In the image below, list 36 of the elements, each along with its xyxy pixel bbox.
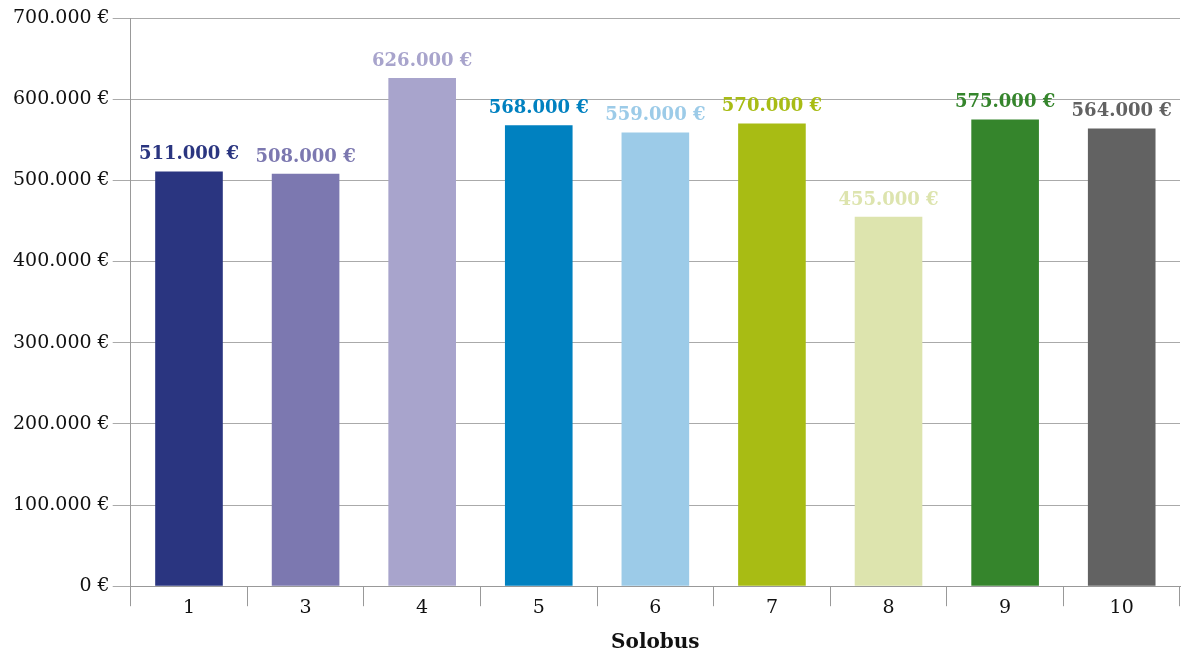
y-tick-label: 500.000 € bbox=[12, 167, 110, 190]
data-label: 455.000 € bbox=[838, 187, 939, 209]
data-label: 559.000 € bbox=[605, 103, 706, 125]
bar bbox=[1087, 128, 1156, 586]
data-label: 575.000 € bbox=[955, 90, 1056, 112]
bar bbox=[504, 125, 573, 586]
x-tick-label: 7 bbox=[765, 594, 778, 617]
x-tick-label: 8 bbox=[882, 594, 895, 617]
x-tick-label: 1 bbox=[182, 594, 196, 617]
x-tick-label: 10 bbox=[1109, 594, 1134, 617]
data-label: 626.000 € bbox=[372, 48, 473, 70]
y-tick-label: 700.000 € bbox=[12, 4, 110, 27]
x-tick-label: 6 bbox=[649, 594, 662, 617]
data-label: 564.000 € bbox=[1071, 99, 1172, 121]
data-label: 511.000 € bbox=[138, 142, 240, 164]
y-tick-label: 400.000 € bbox=[12, 248, 110, 271]
y-tick-label: 200.000 € bbox=[12, 410, 110, 433]
x-tick-label: 5 bbox=[532, 594, 545, 617]
data-label: 570.000 € bbox=[721, 94, 823, 116]
bar bbox=[854, 216, 923, 586]
data-label: 568.000 € bbox=[488, 95, 589, 117]
y-tick-label: 300.000 € bbox=[12, 329, 110, 352]
x-axis-title: Solobus bbox=[611, 629, 700, 654]
y-tick-label: 100.000 € bbox=[12, 491, 110, 514]
bar bbox=[155, 171, 223, 586]
y-tick-label: 0 € bbox=[79, 573, 110, 596]
x-tick-label: 9 bbox=[999, 594, 1012, 617]
data-label: 508.000 € bbox=[255, 144, 356, 166]
bar bbox=[971, 119, 1039, 586]
bar bbox=[271, 173, 340, 586]
x-tick-label: 3 bbox=[299, 594, 312, 617]
y-tick-label: 600.000 € bbox=[12, 86, 110, 109]
bar bbox=[388, 78, 456, 586]
bar bbox=[621, 132, 690, 586]
bar bbox=[738, 123, 806, 586]
x-tick-label: 4 bbox=[416, 594, 429, 617]
